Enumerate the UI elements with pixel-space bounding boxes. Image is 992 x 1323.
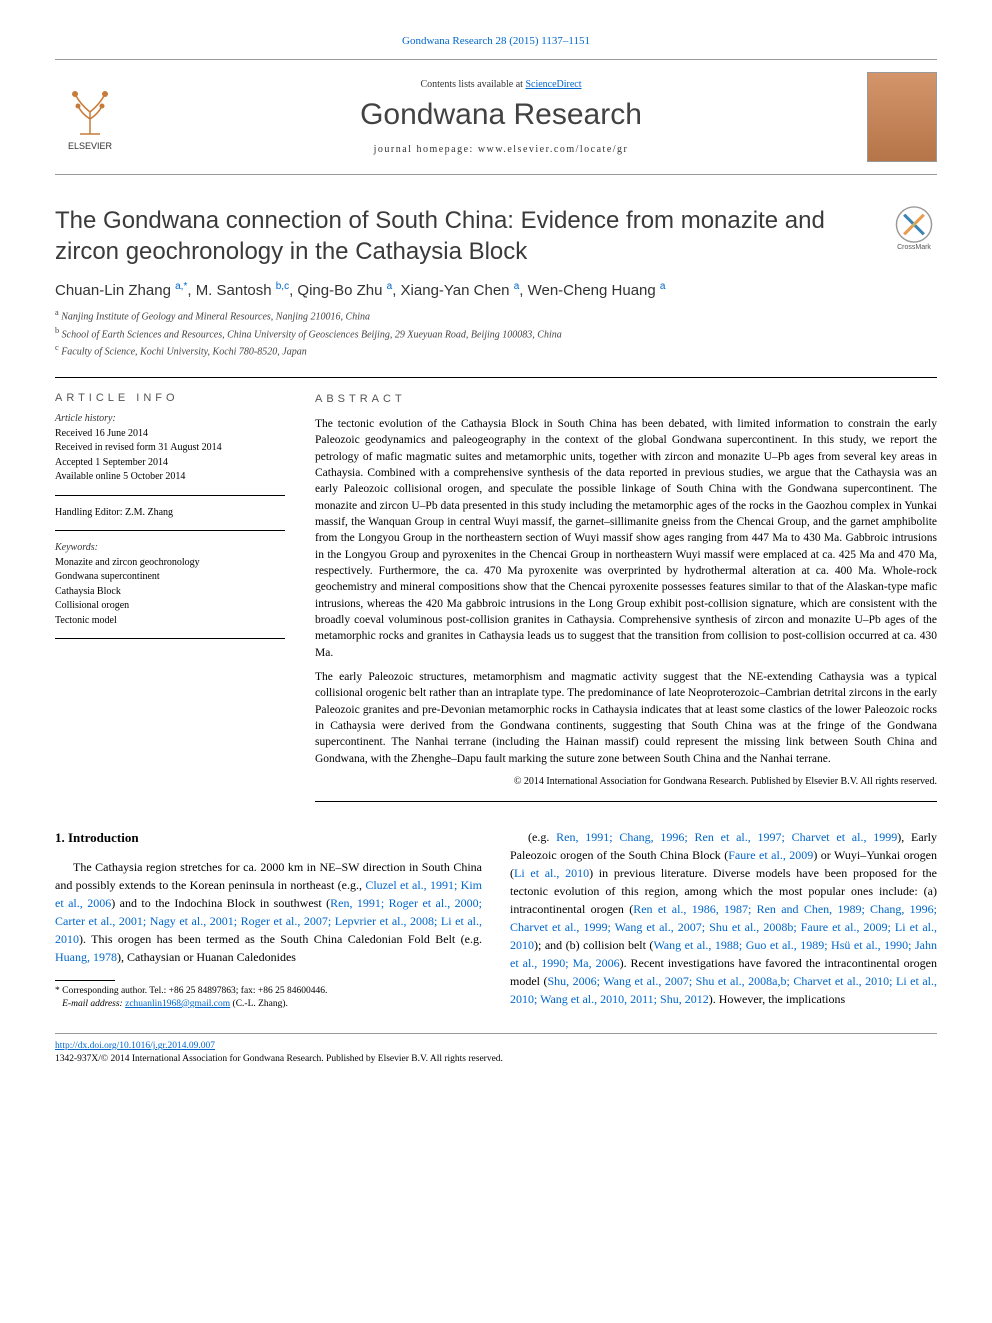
affiliation-c: c Faculty of Science, Kochi University, … xyxy=(55,342,937,359)
introduction-heading: 1. Introduction xyxy=(55,828,482,848)
author-5-name: Wen-Cheng Huang xyxy=(528,282,656,299)
affiliations: a Nanjing Institute of Geology and Miner… xyxy=(55,307,937,359)
publisher-name: ELSEVIER xyxy=(68,141,112,151)
aff-c-text: Faculty of Science, Kochi University, Ko… xyxy=(61,346,307,357)
affiliation-b: b School of Earth Sciences and Resources… xyxy=(55,325,937,342)
handling-editor: Handling Editor: Z.M. Zhang xyxy=(55,506,285,521)
intro-paragraph-left: The Cathaysia region stretches for ca. 2… xyxy=(55,858,482,966)
author-4-name: Xiang-Yan Chen xyxy=(401,282,510,299)
article-info-sidebar: article info Article history: Received 1… xyxy=(55,378,285,802)
author-list: Chuan-Lin Zhang a,*, M. Santosh b,c, Qin… xyxy=(55,281,937,299)
homepage-prefix: journal homepage: xyxy=(374,144,478,155)
author-4: Xiang-Yan Chen a xyxy=(401,282,520,299)
abstract-block: abstract The tectonic evolution of the C… xyxy=(315,378,937,802)
aff-b-text: School of Earth Sciences and Resources, … xyxy=(62,329,562,340)
intro-paragraph-right: (e.g. Ren, 1991; Chang, 1996; Ren et al.… xyxy=(510,828,937,1008)
keyword-1: Monazite and zircon geochronology xyxy=(55,556,285,571)
left-column: 1. Introduction The Cathaysia region str… xyxy=(55,828,482,1011)
keyword-2: Gondwana supercontinent xyxy=(55,570,285,585)
history-label: Article history: xyxy=(55,412,285,427)
intro-r-5: ); and (b) collision belt ( xyxy=(534,938,653,952)
journal-cover-thumbnail xyxy=(867,72,937,162)
journal-name: Gondwana Research xyxy=(145,98,857,132)
doi-link[interactable]: http://dx.doi.org/10.1016/j.gr.2014.09.0… xyxy=(55,1041,215,1051)
cite-huang[interactable]: Huang, 1978 xyxy=(55,950,117,964)
author-1-corr[interactable]: * xyxy=(183,281,187,292)
author-2-name: M. Santosh xyxy=(196,282,272,299)
handling-editor-block: Handling Editor: Z.M. Zhang xyxy=(55,506,285,532)
footnote-separator xyxy=(55,980,115,981)
article-info-heading: article info xyxy=(55,392,285,404)
page-footer: http://dx.doi.org/10.1016/j.gr.2014.09.0… xyxy=(55,1033,937,1067)
homepage-url[interactable]: www.elsevier.com/locate/gr xyxy=(478,144,629,155)
history-revised: Received in revised form 31 August 2014 xyxy=(55,441,285,456)
author-2: M. Santosh b,c xyxy=(196,282,289,299)
keyword-4: Collisional orogen xyxy=(55,599,285,614)
cite-ren-chang[interactable]: Ren, 1991; Chang, 1996; Ren et al., 1997… xyxy=(556,830,897,844)
corr-email-owner: (C.-L. Zhang). xyxy=(230,999,288,1009)
intro-r-1: (e.g. xyxy=(528,830,556,844)
keyword-5: Tectonic model xyxy=(55,614,285,629)
elsevier-tree-icon xyxy=(60,84,120,139)
history-accepted: Accepted 1 September 2014 xyxy=(55,456,285,471)
intro-text-4: ), Cathaysian or Huanan Caledonides xyxy=(117,950,296,964)
author-3: Qing-Bo Zhu a xyxy=(297,282,392,299)
aff-b-sup: b xyxy=(55,326,59,335)
author-1: Chuan-Lin Zhang a,* xyxy=(55,282,187,299)
masthead: ELSEVIER Contents lists available at Sci… xyxy=(55,59,937,175)
contents-lists-line: Contents lists available at ScienceDirec… xyxy=(145,79,857,90)
issn-copyright: 1342-937X/© 2014 International Associati… xyxy=(55,1053,937,1066)
intro-text-2: ) and to the Indochina Block in southwes… xyxy=(111,896,330,910)
keywords-label: Keywords: xyxy=(55,541,285,556)
corr-label: * Corresponding author. Tel.: +86 25 848… xyxy=(55,986,327,996)
article-title: The Gondwana connection of South China: … xyxy=(55,205,871,267)
cite-li[interactable]: Li et al., 2010 xyxy=(514,866,589,880)
author-3-aff[interactable]: a xyxy=(387,281,393,292)
corr-email-link[interactable]: zchuanlin1968@gmail.com xyxy=(125,999,230,1009)
article-history-block: Article history: Received 16 June 2014 R… xyxy=(55,412,285,496)
keywords-block: Keywords: Monazite and zircon geochronol… xyxy=(55,541,285,639)
author-3-name: Qing-Bo Zhu xyxy=(297,282,382,299)
cite-faure[interactable]: Faure et al., 2009 xyxy=(728,848,813,862)
aff-a-text: Nanjing Institute of Geology and Mineral… xyxy=(61,312,370,323)
abstract-p2: The early Paleozoic structures, metamorp… xyxy=(315,669,937,767)
corresponding-author-note: * Corresponding author. Tel.: +86 25 848… xyxy=(55,985,482,1012)
right-column: (e.g. Ren, 1991; Chang, 1996; Ren et al.… xyxy=(510,828,937,1011)
body-columns: 1. Introduction The Cathaysia region str… xyxy=(55,828,937,1011)
publisher-logo: ELSEVIER xyxy=(55,78,125,156)
crossmark-label: CrossMark xyxy=(897,244,931,251)
author-2-aff[interactable]: b,c xyxy=(276,281,289,292)
history-received: Received 16 June 2014 xyxy=(55,427,285,442)
keyword-3: Cathaysia Block xyxy=(55,585,285,600)
contents-lists-prefix: Contents lists available at xyxy=(420,79,525,90)
affiliation-a: a Nanjing Institute of Geology and Miner… xyxy=(55,307,937,324)
abstract-heading: abstract xyxy=(315,392,937,408)
author-5: Wen-Cheng Huang a xyxy=(528,282,666,299)
email-label: E-mail address: xyxy=(62,999,123,1009)
aff-a-sup: a xyxy=(55,308,59,317)
author-1-name: Chuan-Lin Zhang xyxy=(55,282,171,299)
crossmark-icon xyxy=(894,205,934,244)
intro-text-3: ). This orogen has been termed as the So… xyxy=(79,932,482,946)
journal-volume-link[interactable]: Gondwana Research 28 (2015) 1137–1151 xyxy=(55,35,937,47)
author-5-aff[interactable]: a xyxy=(660,281,666,292)
abstract-copyright: © 2014 International Association for Gon… xyxy=(315,775,937,789)
crossmark-badge[interactable]: CrossMark xyxy=(891,205,937,251)
intro-r-7: ). However, the implications xyxy=(709,992,845,1006)
history-online: Available online 5 October 2014 xyxy=(55,470,285,485)
abstract-p1: The tectonic evolution of the Cathaysia … xyxy=(315,416,937,661)
aff-c-sup: c xyxy=(55,343,59,352)
journal-homepage-line: journal homepage: www.elsevier.com/locat… xyxy=(145,144,857,155)
author-4-aff[interactable]: a xyxy=(514,281,520,292)
sciencedirect-link[interactable]: ScienceDirect xyxy=(525,79,581,90)
